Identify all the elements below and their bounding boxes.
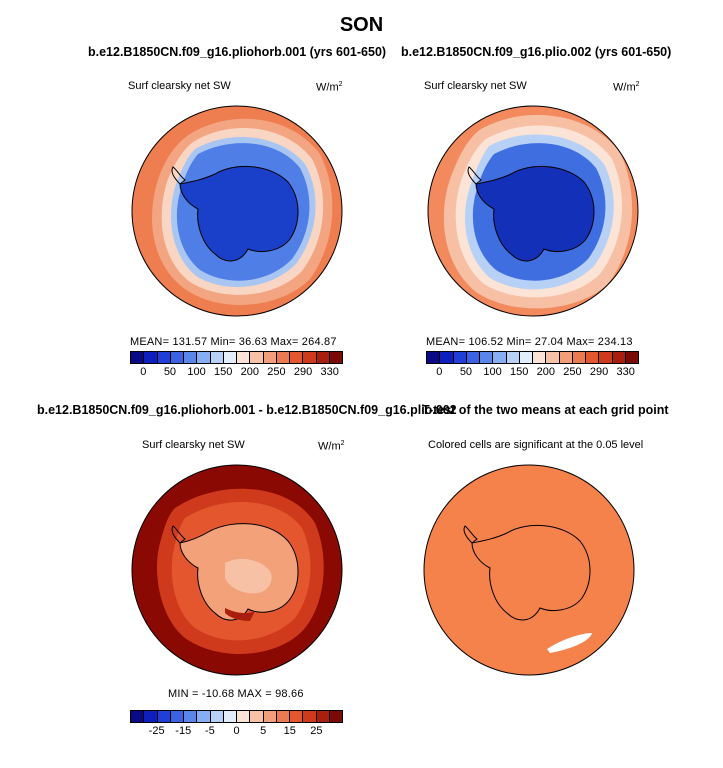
colorbar-swatch — [210, 711, 224, 722]
colorbar-label: -5 — [204, 725, 215, 737]
season-title: SON — [339, 14, 384, 36]
colorbar-label: 0 — [436, 366, 443, 378]
colorbar-label: 25 — [310, 725, 323, 737]
colorbar-swatch — [184, 711, 198, 722]
panel-3-map — [131, 464, 343, 676]
colorbar-swatch — [506, 352, 520, 363]
colorbar-swatch — [427, 352, 441, 363]
colorbar-label: 5 — [260, 725, 267, 737]
colorbar-swatch — [210, 352, 224, 363]
panel-3-stats: MIN = -10.68 MAX = 98.66 — [168, 688, 304, 700]
colorbar-swatch — [170, 711, 184, 722]
colorbar-label: -25 — [148, 725, 165, 737]
panel-2-colorbar — [426, 351, 639, 364]
panel-1-variable: Surf clearsky net SW — [128, 80, 231, 92]
colorbar-swatch — [303, 711, 317, 722]
colorbar-swatch — [329, 352, 342, 363]
colorbar-swatch — [440, 352, 454, 363]
colorbar-label: 15 — [283, 725, 296, 737]
colorbar-label: 250 — [563, 366, 582, 378]
colorbar-swatch — [237, 352, 251, 363]
colorbar-swatch — [533, 352, 547, 363]
panel-4-variable: Colored cells are significant at the 0.0… — [428, 439, 644, 451]
colorbar-swatch — [453, 352, 467, 363]
colorbar-swatch — [316, 352, 330, 363]
colorbar-swatch — [263, 711, 277, 722]
panel-3-units: W/m2 — [318, 440, 345, 453]
colorbar-swatch — [290, 352, 304, 363]
panel-3-title: b.e12.B1850CN.f09_g16.pliohorb.001 - b.e… — [37, 403, 457, 417]
colorbar-swatch — [250, 711, 264, 722]
colorbar-swatch — [276, 352, 290, 363]
colorbar-swatch — [131, 352, 145, 363]
colorbar-label: 0 — [233, 725, 240, 737]
panel-1-colorbar-labels: 0 50 100 150 200 250 290 330 — [130, 366, 343, 380]
colorbar-label: 150 — [510, 366, 529, 378]
panel-1-colorbar — [130, 351, 343, 364]
panel-1-units: W/m2 — [316, 81, 343, 94]
panel-2-map — [427, 105, 639, 317]
colorbar-label: 200 — [240, 366, 259, 378]
colorbar-label: -15 — [175, 725, 192, 737]
colorbar-swatch — [263, 352, 277, 363]
panel-2-colorbar-labels: 0 50 100 150 200 250 290 330 — [426, 366, 639, 380]
colorbar-swatch — [157, 352, 171, 363]
colorbar-swatch — [480, 352, 494, 363]
colorbar-swatch — [131, 711, 145, 722]
colorbar-swatch — [586, 352, 600, 363]
colorbar-label: 290 — [293, 366, 313, 378]
panel-3-colorbar — [130, 710, 343, 723]
colorbar-label: 100 — [187, 366, 206, 378]
colorbar-label: 100 — [483, 366, 502, 378]
panel-1-map — [131, 105, 343, 317]
colorbar-swatch — [599, 352, 613, 363]
colorbar-swatch — [493, 352, 507, 363]
colorbar-swatch — [303, 352, 317, 363]
panel-2-units: W/m2 — [613, 81, 640, 94]
colorbar-swatch — [519, 352, 533, 363]
colorbar-swatch — [144, 352, 158, 363]
colorbar-swatch — [223, 352, 237, 363]
panel-3-colorbar-labels: -25 -15 -5 0 5 15 25 — [130, 725, 343, 739]
panel-3-variable: Surf clearsky net SW — [142, 439, 245, 451]
colorbar-swatch — [546, 352, 560, 363]
colorbar-swatch — [237, 711, 251, 722]
colorbar-label: 330 — [320, 366, 339, 378]
panel-1-stats: MEAN= 131.57 Min= 36.63 Max= 264.87 — [130, 336, 337, 348]
colorbar-label: 290 — [589, 366, 609, 378]
colorbar-swatch — [316, 711, 330, 722]
colorbar-swatch — [625, 352, 638, 363]
colorbar-label: 250 — [267, 366, 286, 378]
colorbar-label: 330 — [616, 366, 635, 378]
colorbar-swatch — [329, 711, 342, 722]
colorbar-swatch — [197, 711, 211, 722]
colorbar-label: 0 — [140, 366, 147, 378]
panel-2-title: b.e12.B1850CN.f09_g16.plio.002 (yrs 601-… — [401, 45, 672, 59]
colorbar-label: 200 — [536, 366, 555, 378]
colorbar-swatch — [170, 352, 184, 363]
panel-2-stats: MEAN= 106.52 Min= 27.04 Max= 234.13 — [426, 336, 633, 348]
colorbar-swatch — [466, 352, 480, 363]
colorbar-swatch — [612, 352, 626, 363]
colorbar-label: 50 — [459, 366, 473, 378]
panel-1-title: b.e12.B1850CN.f09_g16.pliohorb.001 (yrs … — [88, 45, 387, 59]
colorbar-swatch — [572, 352, 586, 363]
colorbar-swatch — [223, 711, 237, 722]
colorbar-swatch — [276, 711, 290, 722]
panel-4-title: T-test of the two means at each grid poi… — [422, 403, 669, 417]
colorbar-swatch — [157, 711, 171, 722]
colorbar-label: 50 — [163, 366, 177, 378]
colorbar-swatch — [144, 711, 158, 722]
colorbar-swatch — [559, 352, 573, 363]
colorbar-swatch — [250, 352, 264, 363]
colorbar-label: 150 — [214, 366, 233, 378]
colorbar-swatch — [197, 352, 211, 363]
colorbar-swatch — [184, 352, 198, 363]
panel-2-variable: Surf clearsky net SW — [424, 80, 527, 92]
panel-4-map — [423, 464, 635, 676]
colorbar-swatch — [290, 711, 304, 722]
